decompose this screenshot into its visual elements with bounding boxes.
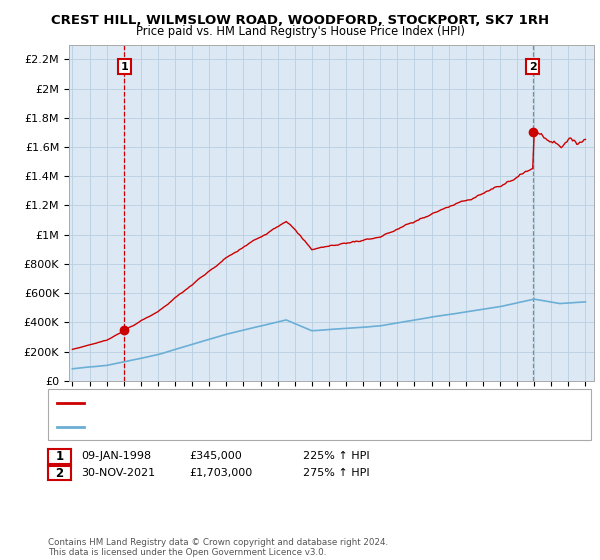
Text: 1: 1 <box>55 450 64 463</box>
Text: £1,703,000: £1,703,000 <box>189 468 252 478</box>
Text: HPI: Average price, detached house, Stockport: HPI: Average price, detached house, Stoc… <box>90 422 318 432</box>
Text: CREST HILL, WILMSLOW ROAD, WOODFORD, STOCKPORT, SK7 1RH (detached house): CREST HILL, WILMSLOW ROAD, WOODFORD, STO… <box>90 398 508 408</box>
Text: 1: 1 <box>121 62 128 72</box>
Text: Contains HM Land Registry data © Crown copyright and database right 2024.
This d: Contains HM Land Registry data © Crown c… <box>48 538 388 557</box>
Text: 275% ↑ HPI: 275% ↑ HPI <box>303 468 370 478</box>
Text: Price paid vs. HM Land Registry's House Price Index (HPI): Price paid vs. HM Land Registry's House … <box>136 25 464 38</box>
Text: £345,000: £345,000 <box>189 451 242 461</box>
Text: 225% ↑ HPI: 225% ↑ HPI <box>303 451 370 461</box>
Text: 30-NOV-2021: 30-NOV-2021 <box>81 468 155 478</box>
Text: 09-JAN-1998: 09-JAN-1998 <box>81 451 151 461</box>
Text: 2: 2 <box>55 466 64 480</box>
Text: 2: 2 <box>529 62 536 72</box>
Text: CREST HILL, WILMSLOW ROAD, WOODFORD, STOCKPORT, SK7 1RH: CREST HILL, WILMSLOW ROAD, WOODFORD, STO… <box>51 14 549 27</box>
